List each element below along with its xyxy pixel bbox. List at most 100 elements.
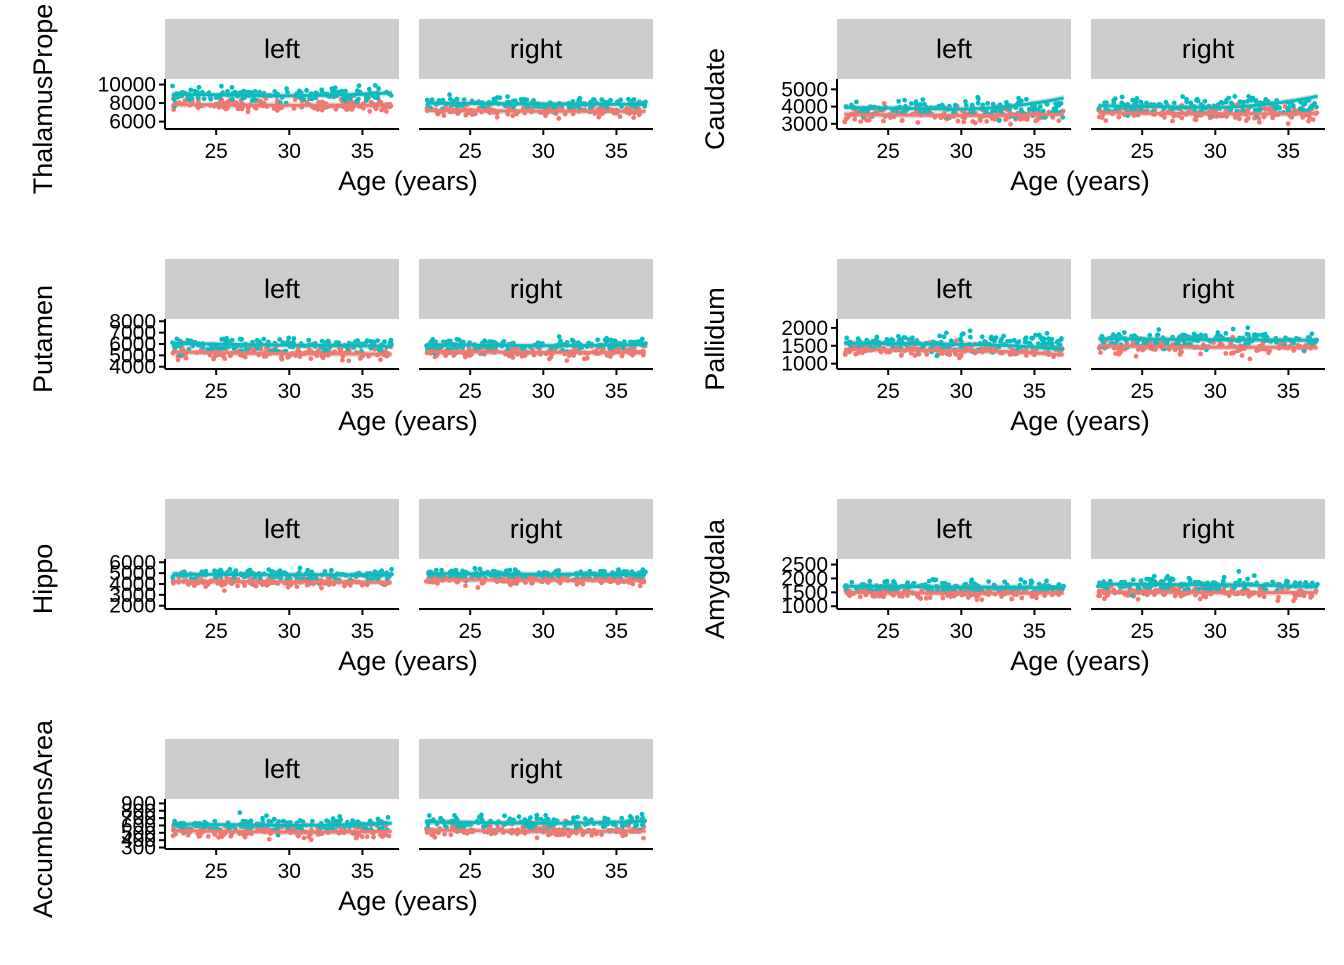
x-tick-label: 30	[278, 380, 301, 403]
facet-label-left: left	[264, 514, 301, 544]
data-point	[626, 96, 631, 102]
data-point	[440, 97, 446, 103]
data-point	[890, 108, 896, 114]
data-point	[469, 112, 475, 117]
data-point	[618, 97, 624, 103]
x-tick-label: 35	[1023, 140, 1046, 163]
data-point	[516, 814, 522, 820]
data-point	[992, 116, 998, 122]
x-tick-label: 30	[278, 140, 301, 163]
data-point	[1003, 117, 1008, 123]
data-point	[388, 337, 394, 343]
data-point	[229, 96, 235, 102]
data-point	[1162, 115, 1167, 120]
data-point	[1102, 596, 1107, 602]
data-point	[963, 99, 968, 104]
data-point	[617, 114, 623, 119]
x-tick-label: 35	[1277, 380, 1300, 403]
y-axis-label: Pallidum	[700, 287, 730, 391]
data-point	[188, 87, 194, 93]
data-point	[337, 814, 343, 819]
data-point	[604, 104, 609, 110]
data-point	[975, 100, 981, 106]
data-point	[986, 579, 991, 584]
data-point	[1170, 118, 1175, 124]
data-point	[1004, 100, 1009, 105]
data-point	[547, 356, 552, 362]
data-point	[1050, 115, 1056, 120]
x-tick-label: 35	[351, 380, 374, 403]
data-point	[336, 89, 341, 95]
data-point	[1180, 94, 1185, 99]
data-point	[543, 113, 548, 119]
data-point	[1121, 330, 1127, 335]
data-point	[277, 100, 283, 105]
data-point	[1056, 102, 1062, 108]
facet-label-left: left	[936, 514, 973, 544]
data-point	[1247, 356, 1253, 362]
data-point	[1228, 351, 1234, 356]
facet-strip	[837, 19, 1071, 79]
data-point	[297, 565, 303, 571]
data-point	[245, 109, 251, 115]
data-point	[329, 86, 335, 91]
facet-label-right: right	[510, 514, 563, 544]
data-point	[581, 356, 587, 362]
data-point	[1211, 107, 1217, 113]
trend-line	[172, 572, 392, 577]
data-point	[1002, 579, 1007, 585]
data-point	[366, 86, 372, 92]
facet-label-right: right	[510, 754, 563, 784]
data-point	[979, 597, 985, 603]
data-point	[570, 111, 576, 117]
data-point	[1056, 118, 1062, 124]
data-point	[1300, 115, 1305, 120]
data-point	[333, 106, 339, 112]
x-tick-label: 35	[1023, 380, 1046, 403]
data-point	[1202, 98, 1208, 104]
data-point	[441, 113, 447, 118]
trend-line	[172, 91, 392, 98]
x-tick-label: 25	[205, 860, 228, 883]
data-point	[1230, 326, 1236, 332]
data-point	[864, 108, 870, 114]
data-point	[1018, 577, 1024, 582]
data-point	[356, 83, 362, 89]
data-point	[219, 83, 224, 89]
data-point	[252, 88, 258, 94]
data-point	[319, 87, 325, 93]
data-point	[312, 105, 317, 111]
data-point	[297, 88, 302, 94]
data-point	[636, 112, 642, 118]
y-tick-label: 2000	[781, 317, 828, 340]
data-point	[1116, 114, 1122, 120]
data-point	[1041, 336, 1047, 342]
x-tick-label: 25	[877, 140, 900, 163]
data-point	[968, 334, 973, 340]
data-point	[277, 337, 283, 342]
data-point	[1302, 101, 1308, 107]
data-point	[899, 117, 905, 123]
data-point	[343, 98, 348, 103]
data-point	[1151, 573, 1157, 579]
data-point	[1224, 97, 1229, 103]
data-point	[924, 595, 929, 601]
x-tick-label: 30	[532, 620, 555, 643]
data-point	[531, 98, 536, 103]
data-point	[279, 356, 285, 362]
data-point	[1022, 580, 1028, 585]
data-point	[1051, 107, 1057, 112]
x-tick-label: 25	[1131, 620, 1154, 643]
data-point	[881, 118, 886, 124]
data-point	[295, 348, 300, 354]
y-tick-label: 8000	[109, 310, 156, 333]
y-axis-label: Amygdala	[700, 518, 730, 639]
y-axis-label: AccumbensArea	[28, 719, 58, 918]
data-point	[951, 110, 956, 115]
trend-line	[1098, 337, 1318, 342]
y-tick-label: 900	[121, 792, 156, 815]
data-point	[1246, 94, 1252, 99]
